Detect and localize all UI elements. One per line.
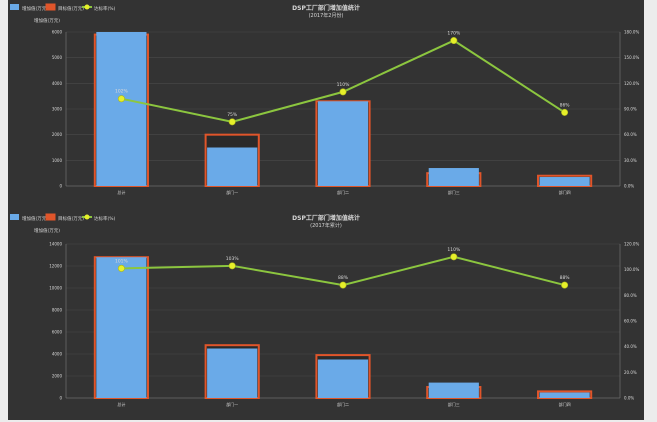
y-tick-label-left: 1000 (52, 158, 63, 163)
y-tick-label-right: 120.0% (624, 81, 639, 86)
rate-data-label: 75% (227, 112, 238, 118)
x-tick-label: 部门四 (559, 189, 571, 195)
y-tick-label-left: 6000 (52, 330, 63, 335)
x-tick-label: 部门二 (337, 189, 349, 195)
legend-label: 增加值(万元) (22, 215, 48, 222)
chart-subtitle: (2017年累计) (310, 222, 342, 229)
y-tick-label-left: 10000 (49, 286, 62, 291)
y-tick-label-left: 8000 (52, 308, 63, 313)
x-tick-label: 部门二 (337, 401, 349, 407)
y-tick-label-right: 40.0% (624, 344, 637, 349)
y-tick-label-right: 0.0% (624, 396, 634, 401)
bar-actual (539, 177, 590, 186)
rate-data-label: 101% (115, 258, 129, 264)
chart-panel-1: 增加值(万元) 目标值(万元) 达标率(%) DSP工厂部门增加值统计(2017年2月… (10, 3, 639, 195)
chart-title: DSP工厂部门增加值统计 (292, 214, 360, 222)
rate-data-label: 110% (337, 82, 351, 88)
y-tick-label-left: 4000 (52, 352, 63, 357)
bar-actual (539, 392, 590, 398)
y-tick-label-right: 180.0% (624, 30, 639, 35)
legend-swatch-marker (84, 214, 90, 220)
x-tick-label: 部门四 (559, 401, 571, 407)
y-tick-label-left: 14000 (49, 242, 62, 247)
bar-actual (207, 147, 258, 186)
chart-legend: 增加值(万元) 目标值(万元) 达标率(%) (10, 213, 116, 222)
legend-swatch (10, 214, 19, 220)
x-tick-label: 总计 (117, 189, 125, 195)
rate-data-label: 102% (115, 89, 129, 95)
rate-point (450, 253, 458, 261)
legend-swatch (45, 3, 56, 11)
legend-swatch (45, 213, 56, 221)
legend-label: 增加值(万元) (22, 5, 48, 12)
y-tick-label-right: 80.0% (624, 293, 637, 298)
y-tick-label-right: 150.0% (624, 55, 639, 60)
rate-data-label: 86% (560, 102, 571, 108)
rate-data-label: 103% (226, 256, 240, 262)
bar-actual (428, 382, 479, 398)
rate-data-label: 170% (447, 31, 461, 37)
x-tick-label: 部门一 (226, 189, 238, 195)
x-tick-label: 部门三 (448, 189, 460, 195)
rate-point (117, 95, 125, 103)
legend-swatch-marker (84, 4, 90, 10)
y-tick-label-left: 0 (59, 184, 62, 189)
y-tick-label-left: 6000 (52, 30, 63, 35)
y-tick-label-left: 5000 (52, 55, 63, 60)
x-tick-label: 总计 (117, 401, 125, 407)
y-tick-label-left: 3000 (52, 107, 63, 112)
legend-label: 目标值(万元) (58, 215, 84, 222)
y-tick-label-right: 90.0% (624, 107, 637, 112)
charts-canvas: 增加值(万元) 目标值(万元) 达标率(%) DSP工厂部门增加值统计(2017年2月… (10, 3, 639, 407)
chart-frame: 增加值(万元) 目标值(万元) 达标率(%) DSP工厂部门增加值统计 (2017年2月… (8, 0, 644, 420)
y-tick-label-right: 60.0% (624, 319, 637, 324)
x-tick-label: 部门三 (448, 401, 460, 407)
rate-data-label: 88% (338, 275, 349, 281)
y-tick-label-right: 120.0% (624, 242, 639, 247)
rate-point (228, 118, 236, 126)
y-tick-label-right: 30.0% (624, 158, 637, 163)
x-tick-label: 部门一 (226, 401, 238, 407)
y-axis-label: 增加值(万元) (34, 227, 60, 234)
rate-point (117, 264, 125, 272)
y-tick-label-right: 60.0% (624, 132, 637, 137)
chart-legend: 增加值(万元) 目标值(万元) 达标率(%) (10, 3, 116, 12)
bar-actual (207, 348, 258, 398)
chart-subtitle: (2017年2月份) (309, 12, 344, 19)
bar-actual (96, 257, 147, 398)
chart-panel-2: 增加值(万元) 目标值(万元) 达标率(%) DSP工厂部门增加值统计(2017年累计… (10, 213, 639, 407)
bar-actual (428, 168, 479, 186)
bar-actual (317, 359, 369, 398)
legend-label: 达标率(%) (94, 215, 116, 222)
rate-point (561, 108, 569, 116)
rate-data-label: 110% (447, 247, 461, 253)
rate-point (228, 262, 236, 270)
rate-point (450, 37, 458, 45)
legend-label: 目标值(万元) (58, 5, 84, 12)
y-tick-label-left: 4000 (52, 81, 63, 86)
y-tick-label-left: 12000 (49, 264, 62, 269)
bar-actual (96, 32, 147, 186)
legend-swatch (10, 4, 19, 10)
y-tick-label-right: 20.0% (624, 370, 637, 375)
y-axis-label: 增加值(万元) (34, 17, 60, 24)
legend-label: 达标率(%) (94, 5, 116, 12)
y-tick-label-right: 0.0% (624, 184, 634, 189)
rate-data-label: 88% (560, 275, 571, 281)
bar-actual (317, 101, 369, 186)
rate-point (561, 281, 569, 289)
y-tick-label-right: 100.0% (624, 267, 639, 272)
rate-point (339, 281, 347, 289)
y-tick-label-left: 2000 (52, 132, 63, 137)
y-tick-label-left: 0 (59, 396, 62, 401)
chart-title: DSP工厂部门增加值统计 (292, 4, 360, 12)
rate-point (339, 88, 347, 96)
y-tick-label-left: 2000 (52, 374, 63, 379)
